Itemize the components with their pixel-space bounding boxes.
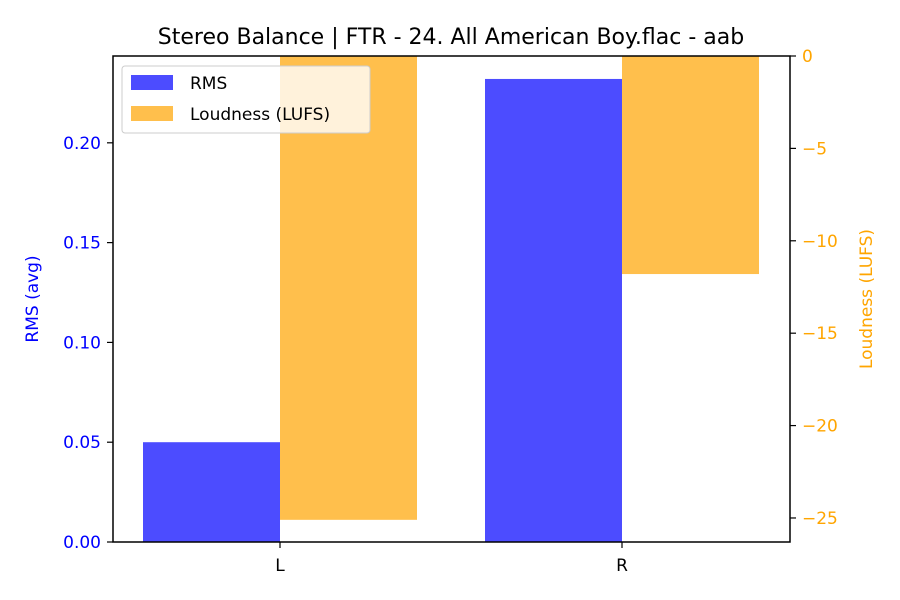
bar-rms-l (143, 442, 280, 542)
x-tick-label: R (616, 556, 628, 576)
plot-frame (112, 55, 791, 543)
x-tick-label: L (275, 556, 285, 576)
left-tick-label: 0.15 (63, 234, 101, 254)
left-axis: 0.00 0.05 0.10 0.15 0.20 (63, 134, 113, 553)
right-tick-label: −5 (802, 139, 827, 159)
right-axis: 0 −5 −10 −15 −20 −25 (790, 47, 838, 529)
left-tick-label: 0.05 (63, 433, 101, 453)
right-tick-label: 0 (802, 47, 813, 67)
chart-title: Stereo Balance | FTR - 24. All American … (158, 25, 744, 50)
left-tick-label: 0.20 (63, 134, 101, 154)
legend-label-rms: RMS (190, 74, 227, 94)
left-tick-label: 0.10 (63, 333, 101, 353)
right-tick-label: −10 (802, 232, 838, 252)
right-tick-label: −15 (802, 324, 838, 344)
right-axis-label: Loudness (LUFS) (857, 229, 877, 369)
left-axis-label: RMS (avg) (23, 255, 43, 342)
legend-box (121, 65, 371, 134)
legend-swatch-loudness (131, 106, 173, 121)
legend-swatch-rms (131, 75, 173, 90)
right-tick-label: −25 (802, 509, 838, 529)
bar-loudness-r (622, 56, 759, 275)
left-tick-label: 0.00 (63, 533, 101, 553)
right-tick-label: −20 (802, 417, 838, 437)
legend: RMS Loudness (LUFS) (121, 65, 371, 134)
bar-rms-r (485, 78, 622, 543)
legend-label-loudness: Loudness (LUFS) (190, 105, 330, 125)
